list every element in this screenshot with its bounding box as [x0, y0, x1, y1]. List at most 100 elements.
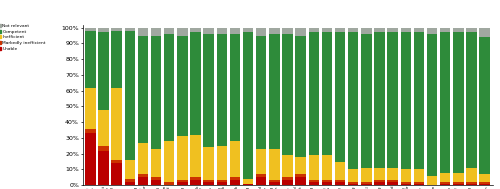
Bar	[177, 180, 188, 182]
Bar	[296, 177, 306, 185]
Bar	[322, 180, 332, 182]
Bar	[335, 33, 345, 162]
Bar	[138, 177, 148, 185]
Bar	[85, 28, 96, 31]
Bar	[400, 170, 411, 182]
Bar	[348, 182, 358, 184]
Bar	[348, 28, 358, 33]
Bar	[296, 157, 306, 174]
Bar	[361, 184, 372, 185]
Bar	[374, 168, 384, 180]
Bar	[335, 180, 345, 182]
Bar	[453, 184, 464, 185]
Bar	[112, 88, 122, 160]
Bar	[85, 133, 96, 185]
Bar	[216, 180, 227, 182]
Bar	[204, 182, 214, 185]
Bar	[190, 177, 201, 180]
Bar	[177, 182, 188, 185]
Bar	[85, 88, 96, 129]
Bar	[414, 28, 424, 33]
Bar	[138, 174, 148, 177]
Bar	[230, 28, 240, 34]
Bar	[322, 155, 332, 180]
Bar	[216, 28, 227, 34]
Bar	[427, 34, 438, 176]
Bar	[308, 33, 319, 155]
Bar	[98, 146, 109, 151]
Bar	[138, 28, 148, 36]
Bar	[335, 162, 345, 180]
Bar	[177, 28, 188, 36]
Bar	[466, 184, 476, 185]
Bar	[230, 180, 240, 185]
Bar	[440, 182, 450, 184]
Bar	[361, 28, 372, 34]
Bar	[151, 180, 162, 185]
Bar	[282, 34, 293, 155]
Bar	[335, 182, 345, 185]
Bar	[151, 149, 162, 177]
Bar	[440, 184, 450, 185]
Bar	[400, 33, 411, 170]
Bar	[480, 28, 490, 37]
Bar	[466, 182, 476, 184]
Bar	[269, 34, 280, 149]
Bar	[374, 180, 384, 182]
Bar	[400, 28, 411, 33]
Bar	[177, 136, 188, 180]
Bar	[216, 182, 227, 185]
Bar	[243, 28, 254, 33]
Bar	[256, 177, 266, 185]
Bar	[361, 34, 372, 168]
Bar	[138, 36, 148, 143]
Legend: Not relevant, Competent, Inefficient, Markedly inefficient, Unable: Not relevant, Competent, Inefficient, Ma…	[0, 24, 46, 51]
Bar	[414, 184, 424, 185]
Bar	[243, 179, 254, 184]
Bar	[98, 110, 109, 146]
Bar	[453, 28, 464, 33]
Bar	[164, 141, 174, 182]
Bar	[230, 177, 240, 180]
Bar	[400, 182, 411, 184]
Bar	[296, 28, 306, 36]
Bar	[322, 28, 332, 33]
Bar	[348, 33, 358, 170]
Bar	[296, 174, 306, 177]
Bar	[124, 160, 135, 179]
Bar	[269, 182, 280, 185]
Bar	[204, 147, 214, 180]
Bar	[256, 36, 266, 149]
Bar	[282, 155, 293, 177]
Bar	[466, 33, 476, 168]
Bar	[124, 28, 135, 31]
Bar	[466, 28, 476, 33]
Bar	[124, 182, 135, 185]
Bar	[243, 184, 254, 185]
Bar	[348, 170, 358, 182]
Bar	[190, 33, 201, 135]
Bar	[335, 28, 345, 33]
Bar	[322, 182, 332, 185]
Bar	[308, 155, 319, 180]
Bar	[151, 28, 162, 36]
Bar	[151, 177, 162, 180]
Bar	[112, 31, 122, 88]
Bar	[414, 33, 424, 170]
Bar	[361, 168, 372, 182]
Bar	[151, 36, 162, 149]
Bar	[374, 33, 384, 168]
Bar	[308, 28, 319, 33]
Bar	[138, 143, 148, 174]
Bar	[308, 182, 319, 185]
Bar	[453, 182, 464, 184]
Bar	[216, 146, 227, 180]
Bar	[282, 177, 293, 180]
Bar	[388, 182, 398, 185]
Bar	[414, 170, 424, 182]
Bar	[204, 34, 214, 147]
Bar	[453, 173, 464, 182]
Bar	[112, 160, 122, 163]
Bar	[230, 141, 240, 177]
Bar	[164, 182, 174, 185]
